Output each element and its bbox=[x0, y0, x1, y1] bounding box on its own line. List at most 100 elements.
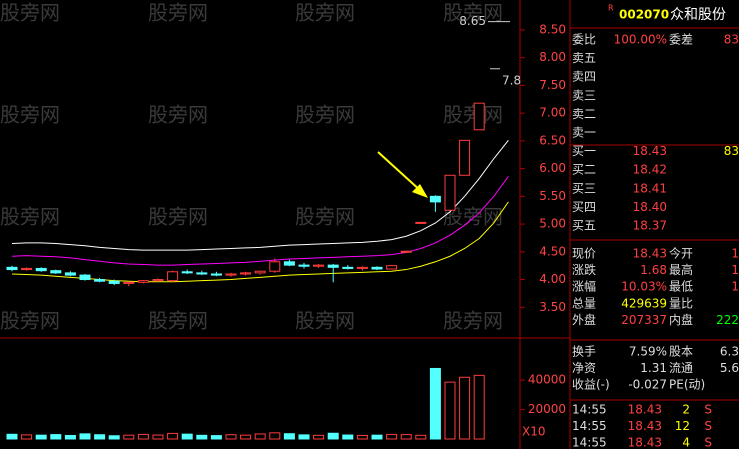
quote-cell: 18.42 bbox=[633, 163, 667, 177]
candle-body bbox=[327, 264, 339, 268]
flag: R bbox=[608, 4, 614, 13]
tick-trade: 4 bbox=[682, 436, 690, 449]
quote-cell: 股本 bbox=[669, 345, 693, 359]
candle-body bbox=[459, 139, 471, 176]
quote-cell: 卖四 bbox=[572, 70, 596, 84]
candle-body bbox=[298, 264, 310, 267]
quote-cell: 1.31 bbox=[640, 361, 667, 375]
volume-bar bbox=[181, 433, 193, 440]
candle-body bbox=[181, 271, 193, 274]
y-tick-label: 8.00 bbox=[539, 50, 566, 64]
y-tick-label: 7.00 bbox=[539, 106, 566, 120]
quote-cell: 207337 bbox=[621, 313, 667, 327]
watermark: 股旁网 bbox=[443, 1, 503, 25]
quote-cell: 6.3 bbox=[720, 345, 739, 359]
y-tick-label: 4.50 bbox=[539, 244, 566, 258]
quote-cell: 净资 bbox=[572, 361, 596, 375]
y-tick-label: 6.00 bbox=[539, 161, 566, 175]
quote-cell: 换手 bbox=[572, 345, 596, 359]
watermark: 股旁网 bbox=[0, 309, 60, 333]
candle-body bbox=[108, 280, 120, 284]
volume-bar bbox=[6, 433, 18, 440]
quote-cell: 涨跌 bbox=[572, 262, 596, 277]
quote-cell: 今开 bbox=[669, 246, 693, 261]
candle-body bbox=[225, 273, 237, 276]
y-tick-label: 4.00 bbox=[539, 272, 566, 286]
watermark: 股旁网 bbox=[0, 205, 60, 229]
candle-body bbox=[429, 195, 441, 203]
quote-cell: 买一 bbox=[572, 144, 596, 158]
quote-cell: 18.41 bbox=[633, 181, 667, 195]
volume-bar bbox=[254, 433, 266, 440]
candle-body bbox=[240, 272, 252, 275]
candle-body bbox=[123, 281, 135, 284]
low-label: 7.8 bbox=[502, 73, 521, 87]
candle-body bbox=[167, 271, 179, 282]
quote-cell: 买四 bbox=[572, 200, 596, 214]
candle-body bbox=[50, 270, 62, 274]
volume-bar bbox=[342, 434, 354, 440]
volume-bar bbox=[108, 435, 120, 440]
quote-cell: 83 bbox=[724, 144, 739, 158]
quote-cell: 委比 bbox=[572, 33, 596, 47]
tick-trade: 12 bbox=[675, 419, 690, 433]
quote-cell: 18.43 bbox=[633, 247, 667, 261]
high-label: 8.65 bbox=[459, 14, 486, 28]
volume-bar bbox=[371, 434, 383, 440]
quote-cell: 18.37 bbox=[633, 219, 667, 233]
volume-bar bbox=[79, 433, 91, 440]
volume-bar bbox=[210, 435, 222, 440]
watermark: 股旁网 bbox=[295, 103, 355, 127]
y-tick-label: 5.00 bbox=[539, 217, 566, 231]
volume-bar bbox=[94, 434, 106, 440]
y-tick-label: 8.50 bbox=[539, 22, 566, 36]
candle-body bbox=[400, 250, 412, 253]
stock-name: 众和股份 bbox=[670, 7, 726, 23]
volume-bar bbox=[35, 434, 47, 440]
band-line bbox=[11, 140, 509, 251]
candle-body bbox=[444, 174, 456, 211]
quote-cell: 外盘 bbox=[572, 312, 596, 327]
quote-cell: PE(动) bbox=[669, 378, 705, 392]
volume-bar bbox=[64, 434, 76, 440]
volume-bar bbox=[327, 432, 339, 440]
quote-cell: 涨幅 bbox=[572, 279, 596, 294]
tick-trade: 14:55 bbox=[572, 419, 607, 433]
watermark: 股旁网 bbox=[443, 309, 503, 333]
tick-trade: S bbox=[704, 403, 712, 417]
quote-cell: 买二 bbox=[572, 163, 596, 177]
tick-trade: 14:55 bbox=[572, 436, 607, 449]
candle-body bbox=[6, 266, 18, 271]
candle-body bbox=[137, 280, 149, 283]
quote-cell: 7.59% bbox=[629, 345, 667, 359]
stock-code: 002070 bbox=[619, 8, 669, 22]
unit-label: X10 bbox=[522, 425, 546, 439]
volume-bar bbox=[269, 432, 281, 440]
watermark: 股旁网 bbox=[148, 103, 208, 127]
y-tick-label: 7.50 bbox=[539, 78, 566, 92]
tick-trade: 2 bbox=[682, 403, 690, 417]
candle-body bbox=[21, 267, 33, 271]
watermark: 股旁网 bbox=[148, 309, 208, 333]
quote-cell: 最高 bbox=[669, 262, 693, 277]
volume-bar bbox=[386, 433, 398, 440]
quote-cell: 18.40 bbox=[633, 200, 667, 214]
watermark: 股旁网 bbox=[295, 1, 355, 25]
quote-cell: 买三 bbox=[572, 181, 596, 195]
quote-cell: 卖三 bbox=[572, 88, 596, 102]
tick-trade: S bbox=[704, 436, 712, 449]
flag-box bbox=[603, 6, 615, 20]
arrow-head bbox=[412, 184, 428, 198]
tick-trade: 18.43 bbox=[628, 403, 662, 417]
quote-cell: 222 bbox=[716, 313, 739, 327]
candle-body bbox=[79, 274, 91, 281]
candle-body bbox=[342, 266, 354, 269]
watermark: 股旁网 bbox=[148, 205, 208, 229]
volume-bar bbox=[298, 434, 310, 440]
quote-cell: -0.027 bbox=[628, 378, 667, 392]
watermark: 股旁网 bbox=[148, 1, 208, 25]
quote-cell: 100.00% bbox=[614, 33, 667, 47]
volume-bar bbox=[429, 367, 441, 440]
